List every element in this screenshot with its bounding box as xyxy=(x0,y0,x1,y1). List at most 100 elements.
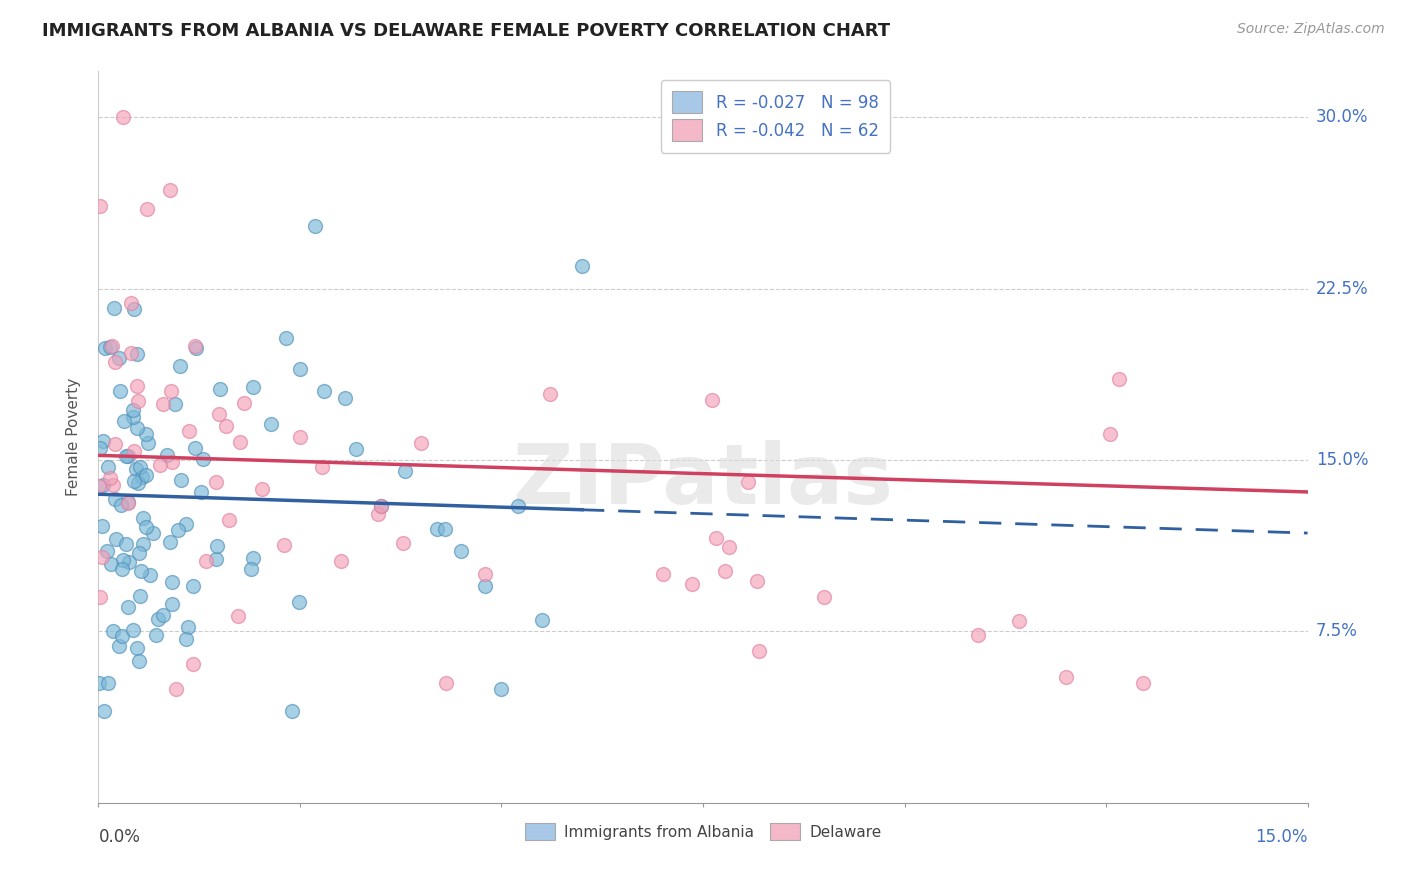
Text: Source: ZipAtlas.com: Source: ZipAtlas.com xyxy=(1237,22,1385,37)
Point xyxy=(252,483,274,497)
Point xyxy=(159,182,181,196)
Point xyxy=(128,546,150,560)
Point xyxy=(204,475,226,489)
Point xyxy=(651,567,673,582)
Point xyxy=(127,641,149,656)
Point xyxy=(160,455,183,469)
Point xyxy=(273,538,295,552)
Point xyxy=(218,513,240,527)
Point xyxy=(97,676,120,690)
Point xyxy=(370,499,392,513)
Point xyxy=(704,531,727,545)
Point xyxy=(184,338,207,352)
Point xyxy=(125,347,148,361)
Point xyxy=(100,471,122,485)
Point xyxy=(344,442,367,456)
Point xyxy=(103,624,125,638)
Legend: Immigrants from Albania, Delaware: Immigrants from Albania, Delaware xyxy=(519,816,887,847)
Point xyxy=(228,608,250,623)
Point xyxy=(89,590,111,604)
Point xyxy=(91,434,114,448)
Point xyxy=(111,110,134,124)
Point xyxy=(117,599,139,614)
Point xyxy=(110,384,132,399)
Point xyxy=(314,384,336,399)
Point xyxy=(146,612,169,626)
Point xyxy=(167,523,190,537)
Point xyxy=(160,384,183,399)
Point xyxy=(117,449,139,463)
Text: IMMIGRANTS FROM ALBANIA VS DELAWARE FEMALE POVERTY CORRELATION CHART: IMMIGRANTS FROM ALBANIA VS DELAWARE FEMA… xyxy=(42,22,890,40)
Point xyxy=(131,470,153,484)
Point xyxy=(174,632,197,646)
Point xyxy=(288,595,311,609)
Point xyxy=(409,436,432,450)
Point xyxy=(128,589,150,603)
Point xyxy=(1099,427,1122,442)
Point xyxy=(681,576,703,591)
Point xyxy=(571,259,593,273)
Point xyxy=(394,464,416,478)
Point xyxy=(110,498,132,512)
Point xyxy=(152,608,174,623)
Point xyxy=(434,521,457,535)
Point xyxy=(124,444,146,458)
Point xyxy=(181,579,204,593)
Point xyxy=(311,459,333,474)
Point xyxy=(120,296,142,310)
Point xyxy=(127,421,149,435)
Point xyxy=(135,202,157,216)
Point xyxy=(165,396,187,410)
Point xyxy=(103,301,125,316)
Point xyxy=(89,198,111,212)
Point xyxy=(118,555,141,569)
Point xyxy=(156,449,179,463)
Point xyxy=(232,396,254,410)
Point xyxy=(184,341,207,355)
Text: 7.5%: 7.5% xyxy=(1316,623,1358,640)
Point xyxy=(304,219,326,234)
Y-axis label: Female Poverty: Female Poverty xyxy=(66,378,82,496)
Point xyxy=(101,477,124,491)
Text: 0.0%: 0.0% xyxy=(98,828,141,846)
Point xyxy=(474,579,496,593)
Point xyxy=(434,676,457,690)
Point xyxy=(370,499,392,513)
Point xyxy=(242,380,264,394)
Point xyxy=(274,331,297,345)
Point xyxy=(135,427,157,442)
Point xyxy=(1108,372,1130,386)
Text: ZIPatlas: ZIPatlas xyxy=(513,441,893,522)
Point xyxy=(190,484,212,499)
Point xyxy=(111,562,134,576)
Point xyxy=(122,474,145,488)
Point xyxy=(135,468,157,483)
Point xyxy=(177,425,200,439)
Point xyxy=(89,441,111,455)
Point xyxy=(169,359,191,373)
Point xyxy=(159,534,181,549)
Point xyxy=(132,510,155,524)
Point xyxy=(240,562,263,576)
Point xyxy=(114,537,136,551)
Point xyxy=(145,627,167,641)
Point xyxy=(288,430,311,444)
Point xyxy=(215,419,238,434)
Text: 22.5%: 22.5% xyxy=(1316,279,1368,298)
Point xyxy=(260,417,283,431)
Point xyxy=(104,492,127,507)
Point xyxy=(122,403,145,417)
Point xyxy=(170,473,193,487)
Point xyxy=(748,644,770,658)
Point xyxy=(181,657,204,671)
Point xyxy=(204,552,226,566)
Point xyxy=(450,544,472,558)
Point xyxy=(93,705,115,719)
Point xyxy=(112,414,135,428)
Point xyxy=(177,620,200,634)
Point xyxy=(136,436,159,450)
Point xyxy=(138,567,160,582)
Point xyxy=(208,407,231,421)
Point xyxy=(530,613,553,627)
Point xyxy=(209,382,232,396)
